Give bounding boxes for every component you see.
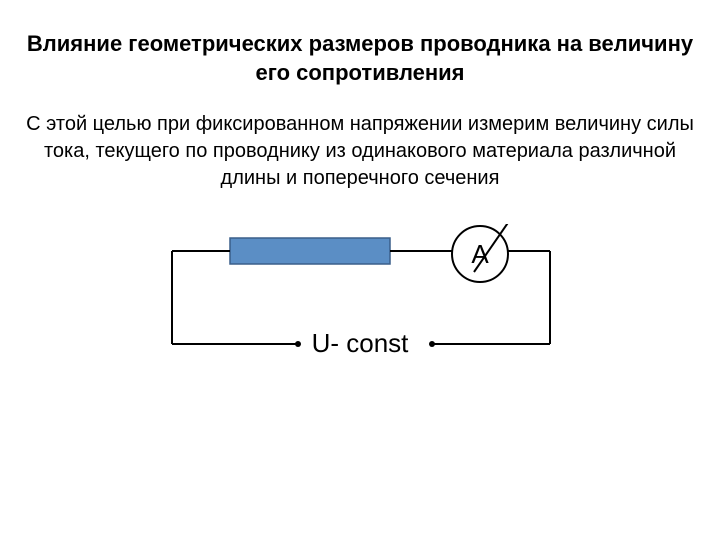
terminal-dot-icon [429, 341, 435, 347]
description-text: С этой целью при фиксированном напряжени… [24, 111, 696, 192]
circuit-svg: А U- const [150, 224, 570, 384]
circuit-diagram: А U- const [150, 224, 570, 389]
page: Влияние геометрических размеров проводни… [0, 0, 720, 540]
source-label: U- const [312, 328, 410, 358]
page-title: Влияние геометрических размеров проводни… [24, 30, 696, 87]
resistor-icon [230, 238, 390, 264]
ammeter-label: А [471, 239, 489, 269]
terminal-dot-icon [295, 341, 301, 347]
